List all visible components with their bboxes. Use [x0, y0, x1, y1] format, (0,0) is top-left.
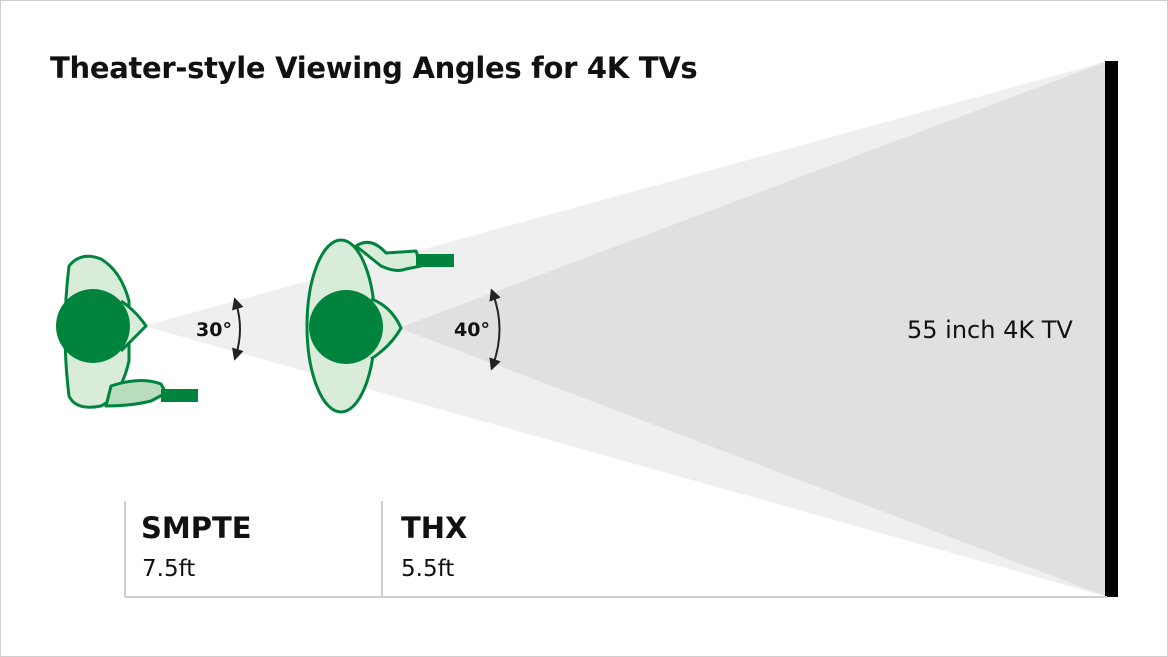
thx-label: THX: [401, 511, 468, 545]
thx-viewer-icon: [305, 238, 454, 414]
thx-distance: 5.5ft: [401, 556, 455, 582]
page-title: Theater-style Viewing Angles for 4K TVs: [50, 51, 698, 85]
smpte-angle-arrow: [232, 297, 244, 361]
tv-label: 55 inch 4K TV: [907, 316, 1073, 344]
smpte-distance: 7.5ft: [142, 556, 196, 582]
smpte-angle-label: 30°: [196, 319, 232, 341]
thx-angle-arrow: [489, 288, 501, 371]
smpte-label: SMPTE: [141, 511, 252, 545]
smpte-viewer-icon: [56, 254, 198, 409]
tv-screen: [1105, 61, 1118, 597]
thx-angle-label: 40°: [454, 319, 490, 341]
thx-viewing-cone: [399, 61, 1108, 597]
